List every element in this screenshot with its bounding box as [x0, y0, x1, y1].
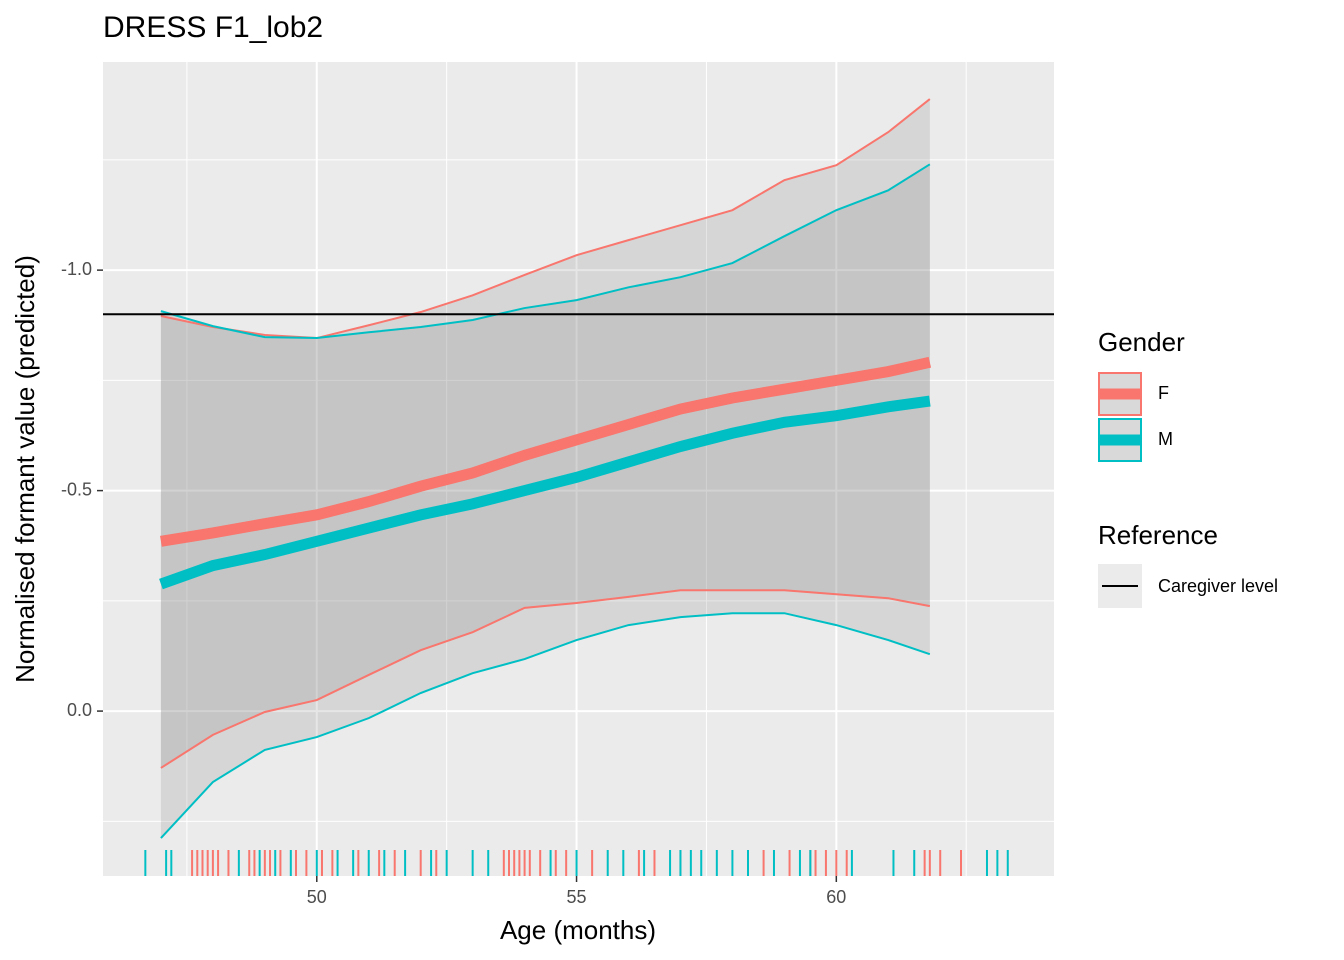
legend-label: F: [1158, 383, 1169, 403]
ribbon-edge: [160, 612, 931, 839]
confidence-ribbon: [160, 99, 930, 768]
confidence-ribbon: [160, 164, 930, 839]
ribbon-edge: [160, 98, 931, 340]
x-tick-label: 50: [307, 887, 327, 907]
legend-label: M: [1158, 429, 1173, 449]
legend-title: Gender: [1098, 327, 1185, 357]
plot-panel: [103, 62, 1054, 876]
fit-line: [160, 356, 932, 547]
fit-line: [159, 395, 931, 590]
y-axis-label: Normalised formant value (predicted): [10, 255, 40, 683]
legend-title: Reference: [1098, 520, 1218, 550]
y-tick-label: -1.0: [61, 259, 92, 279]
ribbon-edge: [160, 163, 931, 340]
y-tick-label: -0.5: [61, 479, 92, 499]
x-tick-label: 60: [826, 887, 846, 907]
legend-label: Caregiver level: [1158, 576, 1278, 596]
x-tick-label: 55: [567, 887, 587, 907]
chart-title: DRESS F1_lob2: [103, 11, 323, 44]
ribbon-edge: [160, 589, 931, 769]
x-axis-label: Age (months): [500, 915, 656, 945]
y-tick-label: 0.0: [67, 700, 92, 720]
